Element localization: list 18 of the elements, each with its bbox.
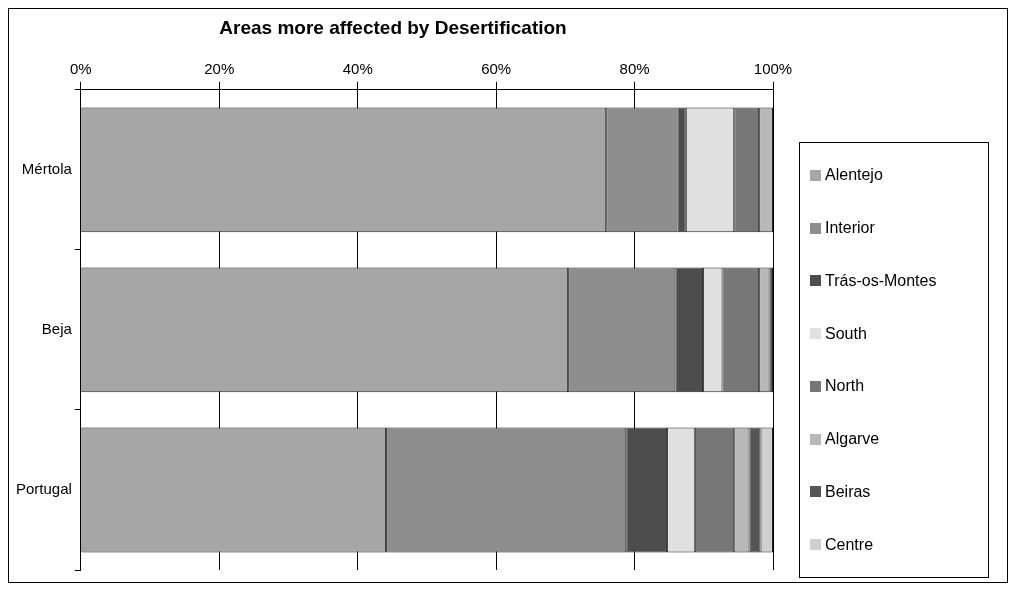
x-tick-label: 60% <box>481 59 512 77</box>
legend-label: Algarve <box>825 430 880 449</box>
x-tick-label: 0% <box>70 59 92 77</box>
legend-label: Centre <box>825 535 874 554</box>
legend-label: Alentejo <box>825 166 883 185</box>
y-tick-label: Mértola <box>21 159 73 177</box>
legend-label: Trás-os-Montes <box>825 271 937 290</box>
y-tick-label: Portugal <box>15 480 72 498</box>
legend-label: Interior <box>825 219 875 238</box>
x-tick-label: 20% <box>204 59 235 77</box>
y-tick-label: Beja <box>41 320 73 338</box>
x-tick-label: 80% <box>619 59 650 77</box>
legend-label: North <box>825 377 865 396</box>
x-tick-label: 40% <box>342 59 373 77</box>
x-tick-label: 100% <box>753 59 793 77</box>
chart-title: Areas more affected by Desertification <box>219 16 567 38</box>
legend-label: South <box>825 324 867 343</box>
legend-label: Beiras <box>825 482 871 501</box>
